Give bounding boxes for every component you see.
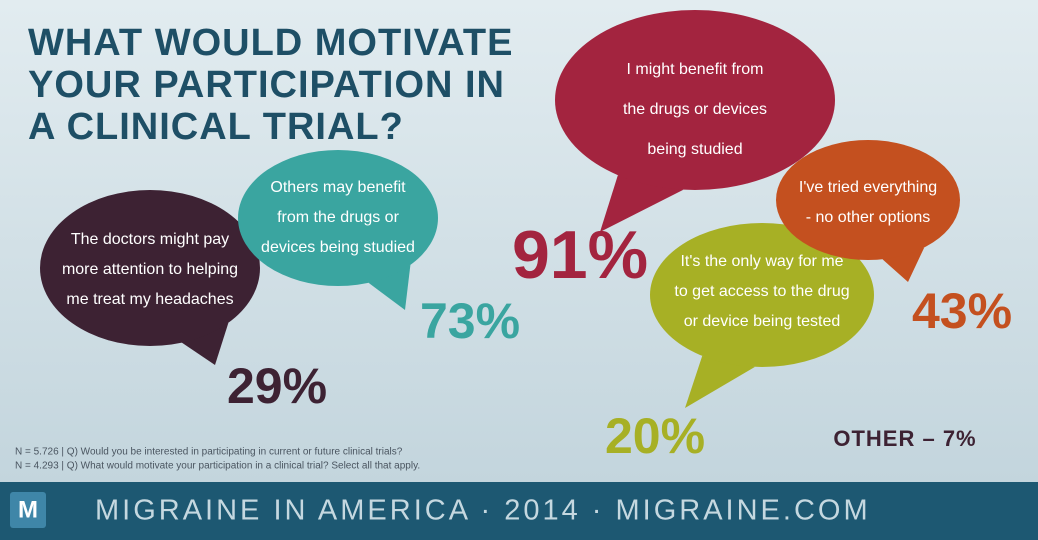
- bubble-tail: [685, 355, 755, 408]
- bubble-tail: [600, 175, 684, 232]
- percent: 73%: [420, 293, 520, 349]
- logo-letter: M: [18, 496, 38, 523]
- bubble-text: Others may benefit: [270, 179, 406, 196]
- bubbles: The doctors might pay more attention to h…: [40, 10, 1012, 464]
- bubble-text: devices being studied: [261, 239, 415, 256]
- bubble: [238, 150, 438, 286]
- footer-text: MIGRAINE IN AMERICA · 2014 · MIGRAINE.CO…: [95, 495, 871, 527]
- title-line: WHAT WOULD MOTIVATE: [28, 22, 513, 64]
- title-line: A CLINICAL TRIAL?: [28, 106, 404, 148]
- bubble: [650, 223, 874, 367]
- bubble-text: or device being tested: [684, 313, 841, 330]
- note: N = 5.726 | Q) Would you be interested i…: [15, 447, 403, 458]
- title: WHAT WOULD MOTIVATE YOUR PARTICIPATION I…: [28, 22, 513, 148]
- bubble-text: me treat my headaches: [66, 291, 233, 308]
- bubble: [40, 190, 260, 346]
- bubble-text: The doctors might pay: [71, 231, 229, 248]
- percent: 43%: [912, 283, 1012, 339]
- bubble-text: more attention to helping: [62, 261, 238, 278]
- note: N = 4.293 | Q) What would motivate your …: [15, 461, 420, 472]
- logo: [10, 492, 46, 528]
- bubble-tail: [368, 264, 411, 310]
- title-line: YOUR PARTICIPATION IN: [28, 64, 505, 106]
- footer-bar: [0, 482, 1038, 540]
- other-label: OTHER – 7%: [833, 426, 976, 451]
- bubble-text: It's the only way for me: [680, 253, 843, 270]
- bubble-text: the drugs or devices: [623, 101, 767, 118]
- bubble: [555, 10, 835, 190]
- bubble-tail: [882, 247, 925, 282]
- bubble-text: - no other options: [806, 209, 931, 226]
- percent: 20%: [605, 408, 705, 464]
- percent: 29%: [227, 358, 327, 414]
- bubble-text: I might benefit from: [627, 61, 764, 78]
- bubble: [776, 140, 960, 260]
- bubble-text: being studied: [647, 141, 742, 158]
- bubble-text: from the drugs or: [277, 209, 400, 226]
- bubble-tail: [181, 322, 229, 365]
- bubble-text: I've tried everything: [799, 179, 937, 196]
- bubble-text: to get access to the drug: [674, 283, 849, 300]
- percent: 91%: [512, 217, 648, 293]
